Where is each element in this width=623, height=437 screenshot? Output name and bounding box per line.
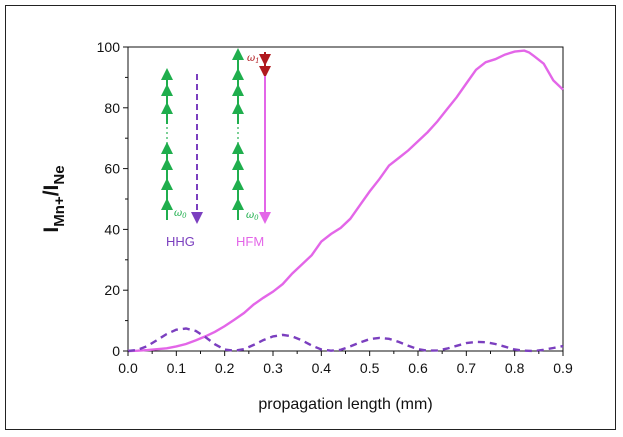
inset-diagram: ω0 HHG ω1 ω0 HFM (161, 48, 271, 249)
y-axis-title: IMn+/INe (40, 165, 68, 232)
x-tick-label: 0.9 (553, 360, 573, 376)
y-tick-label: 80 (104, 100, 120, 116)
series-line-hhg (127, 327, 564, 353)
x-axis: 0.0 0.1 0.2 0.3 0.4 0.5 0.6 0.7 0.8 0.9 (118, 351, 573, 376)
x-tick-label: 0.5 (360, 360, 380, 376)
x-tick-label: 0.8 (505, 360, 525, 376)
y-tick-label: 100 (97, 39, 121, 55)
y-axis: 0 20 40 60 80 100 (97, 39, 128, 359)
y-tick-label: 40 (104, 221, 120, 237)
x-tick-label: 0.2 (215, 360, 235, 376)
x-tick-label: 0.6 (408, 360, 428, 376)
hfm-omega-bottom-label: ω0 (246, 210, 259, 222)
hhg-omega-label: ω0 (174, 208, 187, 220)
y-tick-label: 20 (104, 282, 120, 298)
y-tick-label: 60 (104, 161, 120, 177)
x-tick-label: 0.4 (312, 360, 332, 376)
series-line-hfm (127, 49, 564, 353)
figure-frame (5, 5, 616, 430)
y-tick-label: 0 (112, 343, 120, 359)
hfm-label: HFM (236, 234, 264, 249)
hfm-dots (237, 127, 239, 144)
x-tick-label: 0.3 (263, 360, 283, 376)
x-tick-label: 0.7 (457, 360, 477, 376)
hfm-omega-top-label: ω1 (247, 53, 260, 65)
x-axis-title: propagation length (mm) (258, 396, 432, 413)
plot-area (127, 46, 564, 352)
x-tick-label: 0.1 (167, 360, 187, 376)
hhg-label: HHG (166, 234, 195, 249)
x-tick-label: 0.0 (118, 360, 138, 376)
hhg-dots (166, 127, 168, 144)
